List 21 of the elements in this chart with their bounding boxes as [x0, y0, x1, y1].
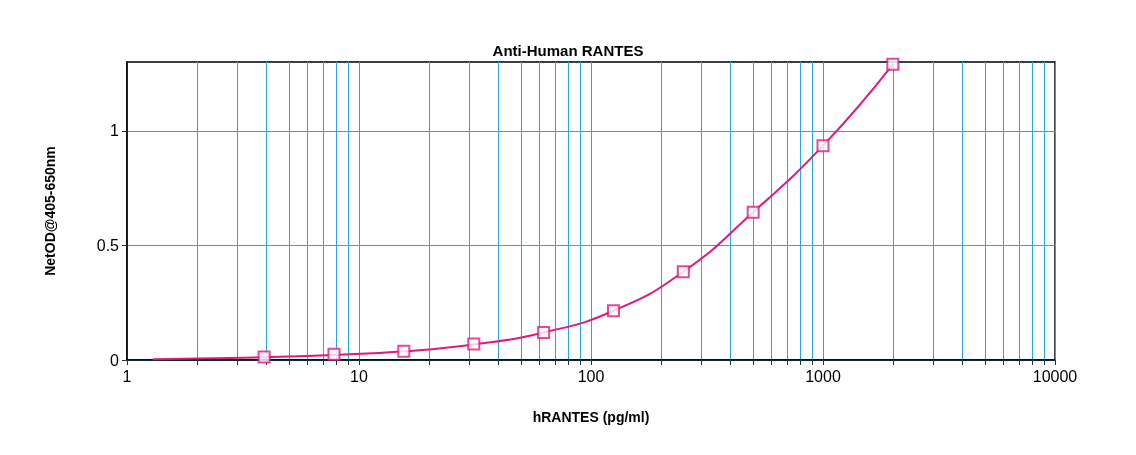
- x-tick-label: 100: [577, 367, 605, 385]
- point: [886, 57, 900, 71]
- x-tick-label: 10000: [1032, 367, 1078, 385]
- x-tick-label: 1000: [805, 367, 841, 385]
- y-axis-title: NetOD@405-650nm: [42, 146, 58, 276]
- point: [537, 325, 551, 339]
- point: [746, 205, 760, 219]
- x-tick-label: 1: [122, 367, 132, 385]
- y-tick-label: 0.5: [96, 236, 120, 254]
- point: [606, 304, 620, 318]
- point: [397, 344, 411, 358]
- point: [816, 139, 830, 153]
- point: [257, 350, 271, 364]
- point: [467, 337, 481, 351]
- point: [327, 347, 341, 361]
- y-tick-label: 0: [110, 351, 120, 369]
- x-axis-title: hRANTES (pg/ml): [532, 409, 650, 425]
- y-tick-label: 1: [110, 122, 120, 140]
- chart-title: Anti-Human RANTES: [492, 42, 644, 59]
- point: [676, 265, 690, 279]
- x-tick-label: 10: [350, 367, 368, 385]
